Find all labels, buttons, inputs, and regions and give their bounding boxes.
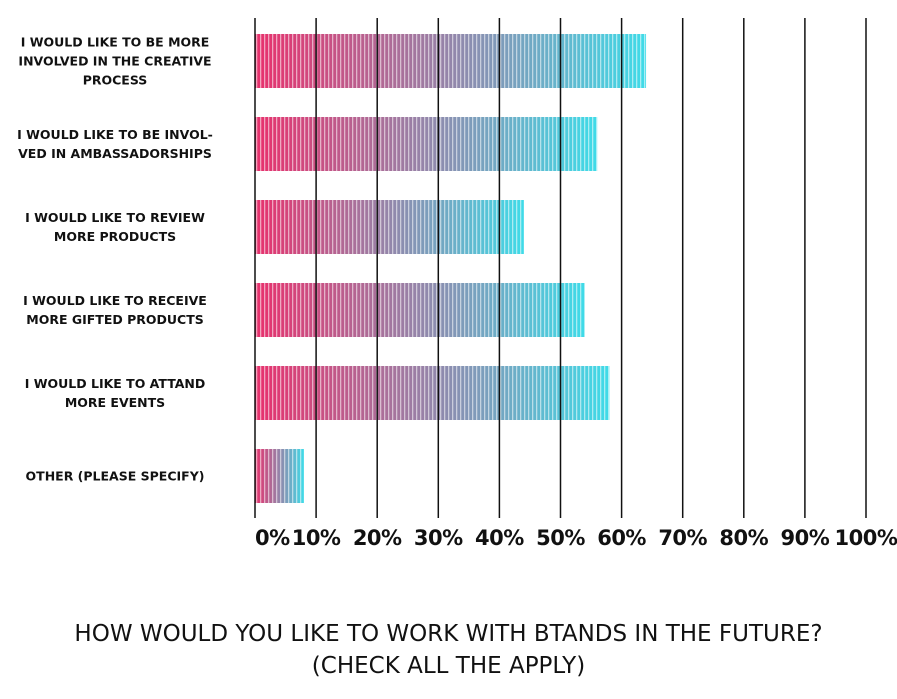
- x-tick-label: 40%: [475, 526, 524, 550]
- x-tick-label: 50%: [536, 526, 585, 550]
- x-tick-label: 60%: [597, 526, 646, 550]
- x-tick-label: 0%: [255, 526, 290, 550]
- bar-stripes: [255, 283, 585, 337]
- category-label: OTHER (PLEASE SPECIFY): [25, 468, 205, 484]
- x-tick-label: 30%: [414, 526, 463, 550]
- bar-stripes: [255, 117, 598, 171]
- category-label: I WOULD LIKE TO REVIEW MORE PRODUCTS: [25, 210, 205, 244]
- category-label: I WOULD LIKE TO RECEIVE MORE GIFTED PROD…: [23, 293, 207, 327]
- x-tick-label: 100%: [835, 526, 897, 550]
- x-tick-label: 10%: [292, 526, 341, 550]
- x-tick-label: 70%: [658, 526, 707, 550]
- bar-stripes: [255, 366, 610, 420]
- bar-stripes: [255, 449, 304, 503]
- category-label: I WOULD LIKE TO BE INVOL- VED IN AMBASSA…: [17, 127, 213, 161]
- x-tick-label: 20%: [353, 526, 402, 550]
- bar-stripes: [255, 34, 647, 88]
- bar-stripes: [255, 200, 524, 254]
- x-tick-label: 80%: [719, 526, 768, 550]
- category-label: I WOULD LIKE TO ATTAND MORE EVENTS: [24, 376, 206, 410]
- category-label: I WOULD LIKE TO BE MORE INVOLVED IN THE …: [18, 34, 212, 88]
- chart-title: HOW WOULD YOU LIKE TO WORK WITH BTANDS I…: [74, 621, 823, 679]
- x-tick-label: 90%: [781, 526, 830, 550]
